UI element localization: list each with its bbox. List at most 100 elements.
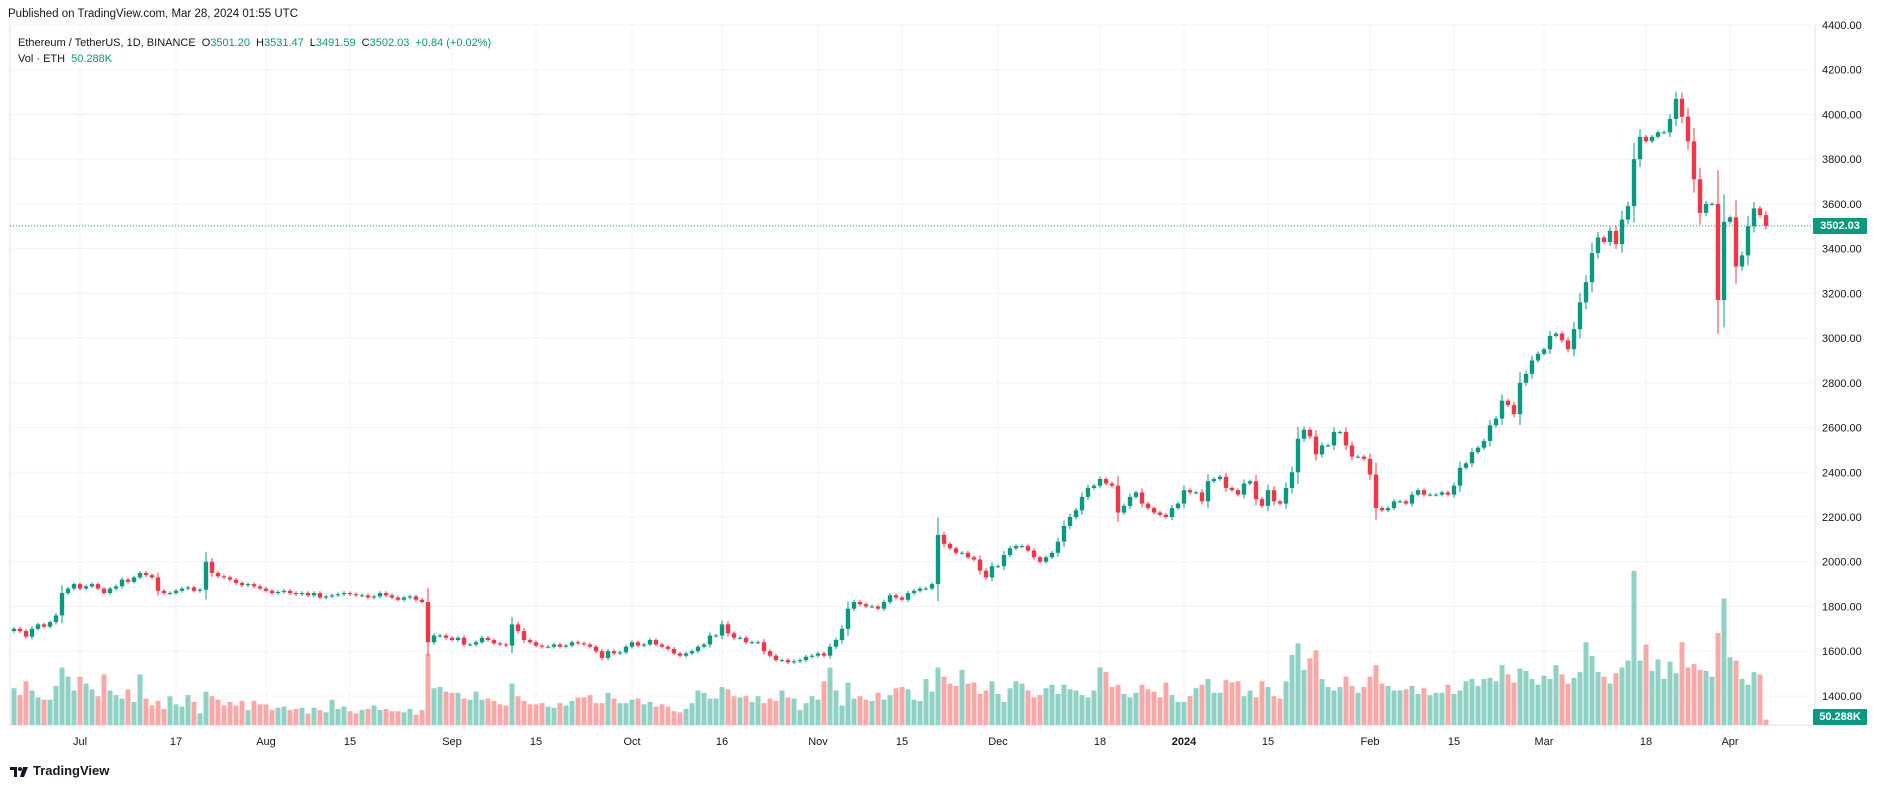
tradingview-logo[interactable]: TradingView bbox=[10, 763, 109, 778]
volume-bar bbox=[1013, 681, 1019, 725]
volume-bar bbox=[1751, 672, 1757, 725]
candle-body bbox=[1451, 485, 1457, 495]
candle-body bbox=[95, 584, 101, 589]
candle-body bbox=[1211, 478, 1217, 482]
volume-bar bbox=[803, 703, 809, 725]
candle-body bbox=[1661, 132, 1667, 134]
candle-body bbox=[749, 642, 755, 644]
candle-body bbox=[599, 651, 605, 658]
candle-body bbox=[1067, 517, 1073, 526]
candle-body bbox=[1667, 118, 1673, 133]
volume-bar bbox=[1481, 679, 1487, 725]
volume-bar bbox=[1439, 692, 1445, 725]
candle-body bbox=[1061, 525, 1067, 542]
candle-body bbox=[581, 643, 587, 645]
time-axis[interactable]: Jul 17 Aug 15 Sep 15 Oct 16 Nov 15 Dec 18 2024 15 Feb 1… bbox=[73, 736, 1739, 748]
candle-body bbox=[689, 651, 695, 654]
volume-bar bbox=[119, 698, 125, 725]
candle-body bbox=[1187, 490, 1193, 493]
volume-bar bbox=[377, 710, 383, 725]
volume-bar bbox=[1301, 669, 1307, 725]
candle-body bbox=[23, 631, 29, 637]
candle-body bbox=[1235, 490, 1241, 495]
candle-body bbox=[1427, 494, 1433, 496]
volume-bar bbox=[1277, 698, 1283, 725]
volume-bar bbox=[773, 700, 779, 725]
volume-bar bbox=[1289, 654, 1295, 725]
price-axis[interactable]: 1400.00 1600.00 1800.00 2000.00 2200.00 2400.… bbox=[1822, 20, 1862, 703]
candle-body bbox=[839, 628, 845, 641]
volume-bar bbox=[1745, 684, 1751, 725]
candle-body bbox=[1283, 487, 1289, 504]
candle-body bbox=[1349, 445, 1355, 457]
candle-body bbox=[647, 640, 653, 645]
volume-bar bbox=[545, 706, 551, 725]
candle-body bbox=[677, 653, 683, 656]
candle-body bbox=[233, 579, 239, 583]
volume-bar bbox=[1163, 682, 1169, 725]
volume-bar bbox=[143, 698, 149, 725]
volume-bar bbox=[467, 699, 473, 725]
volume-bar bbox=[1733, 660, 1739, 725]
volume-bar bbox=[1541, 675, 1547, 725]
volume-bar bbox=[1631, 570, 1637, 725]
candle-body bbox=[917, 588, 923, 591]
chart-legend: Ethereum / TetherUS, 1D, BINANCE O3501.20… bbox=[18, 35, 491, 67]
candle-body bbox=[791, 661, 797, 663]
candle-body bbox=[1289, 472, 1295, 488]
price-tick-label: 3800.00 bbox=[1822, 154, 1862, 166]
volume-bar bbox=[497, 704, 503, 725]
volume-bar bbox=[917, 700, 923, 725]
volume-bar bbox=[551, 707, 557, 725]
volume-bar bbox=[1019, 683, 1025, 725]
volume-bar bbox=[869, 700, 875, 725]
candle-body bbox=[1697, 179, 1703, 213]
volume-bar bbox=[317, 710, 323, 725]
candle-body bbox=[755, 642, 761, 644]
candle-body bbox=[773, 655, 779, 661]
candle-body bbox=[179, 588, 185, 591]
volume-bar bbox=[845, 682, 851, 725]
volume-bar bbox=[1361, 687, 1367, 725]
volume-bar bbox=[539, 703, 545, 725]
volume-bar bbox=[227, 702, 233, 725]
volume-bar bbox=[83, 683, 89, 725]
candle-body bbox=[539, 645, 545, 647]
volume-bar bbox=[581, 697, 587, 725]
volume-bar bbox=[1385, 685, 1391, 725]
candle-body bbox=[1559, 333, 1565, 341]
candle-body bbox=[317, 593, 323, 598]
candle-body bbox=[953, 548, 959, 553]
volume-bar bbox=[767, 698, 773, 725]
candle-body bbox=[401, 597, 407, 600]
candle-body bbox=[713, 635, 719, 637]
volume-bar bbox=[1121, 693, 1127, 725]
volume-bar bbox=[1499, 665, 1505, 725]
volume-bar bbox=[1307, 658, 1313, 725]
candle-body bbox=[437, 635, 443, 637]
time-tick-label: 18 bbox=[1640, 736, 1652, 748]
volume-bar bbox=[1403, 689, 1409, 725]
volume-bar bbox=[587, 695, 593, 725]
time-tick-label: Oct bbox=[623, 736, 640, 748]
volume-bar bbox=[131, 702, 137, 725]
volume-bar bbox=[89, 689, 95, 725]
volume-bar bbox=[1079, 695, 1085, 725]
candle-body bbox=[1403, 501, 1409, 504]
candlestick-series bbox=[11, 91, 1769, 665]
volume-bar bbox=[713, 698, 719, 725]
volume-bar bbox=[1397, 690, 1403, 725]
legend-open-label: O bbox=[201, 37, 211, 49]
candle-body bbox=[263, 588, 269, 591]
volume-bar bbox=[461, 698, 467, 725]
volume-bar bbox=[1313, 650, 1319, 725]
candle-body bbox=[41, 624, 47, 627]
volume-bar bbox=[305, 713, 311, 725]
candle-body bbox=[533, 642, 539, 646]
volume-bar bbox=[137, 674, 143, 725]
volume-bar bbox=[563, 705, 569, 725]
volume-bar bbox=[1031, 697, 1037, 725]
time-tick-label: Apr bbox=[1721, 736, 1738, 748]
volume-bar bbox=[911, 699, 917, 725]
